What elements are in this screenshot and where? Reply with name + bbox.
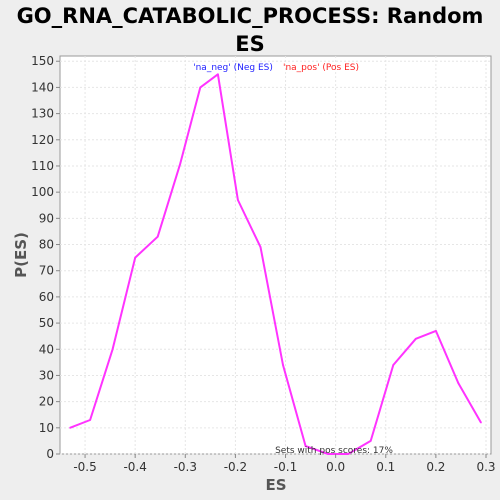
y-tick-label: 110 [31, 159, 54, 173]
y-tick-label: 140 [31, 80, 54, 94]
legend-neg: 'na_neg' (Neg ES) [193, 63, 273, 73]
data-point [457, 382, 460, 385]
data-point [199, 86, 202, 89]
data-point [179, 162, 182, 165]
es-distribution-line [69, 73, 482, 455]
x-tick-label: -0.3 [174, 460, 197, 474]
data-point [259, 246, 262, 248]
data-point [435, 330, 437, 332]
legend-pos: 'na_pos' (Pos ES) [283, 63, 359, 73]
data-point [69, 427, 71, 429]
chart-title-line1: GO_RNA_CATABOLIC_PROCESS: Random ES [16, 4, 484, 56]
y-tick-label: 150 [31, 54, 54, 68]
series-layer [69, 73, 482, 455]
y-tick-label: 130 [31, 107, 54, 121]
data-point [237, 199, 239, 201]
data-point [156, 235, 159, 238]
y-tick-label: 90 [39, 211, 54, 225]
data-point [111, 348, 114, 351]
data-point [217, 73, 219, 76]
x-tick-label: -0.1 [274, 460, 297, 474]
y-tick-label: 120 [31, 133, 54, 147]
data-point [304, 445, 307, 447]
y-tick-label: 80 [39, 238, 54, 252]
data-point [415, 337, 417, 340]
plot-area [59, 55, 492, 455]
data-point [480, 421, 482, 424]
x-axis-ticks: -0.5 -0.4 -0.3 -0.2 -0.1 0.0 0.1 0.2 0.3 [73, 454, 496, 474]
data-point [282, 364, 284, 366]
data-point [369, 440, 372, 442]
x-tick-label: 0.2 [426, 460, 445, 474]
x-tick-label: 0.3 [476, 460, 495, 474]
y-tick-label: 10 [39, 421, 54, 435]
y-tick-label: 100 [31, 185, 54, 199]
y-axis-ticks: 0 10 20 30 40 50 60 70 80 90 100 110 120 130 140 150 [31, 54, 60, 461]
y-tick-label: 50 [39, 316, 54, 330]
x-tick-label: -0.5 [73, 460, 96, 474]
pos-scores-note: Sets with pos scores: 17% [275, 446, 393, 456]
y-tick-label: 0 [46, 447, 54, 461]
data-point [134, 256, 136, 259]
y-tick-label: 20 [39, 395, 54, 409]
data-point [89, 419, 91, 421]
x-axis-label: ES [265, 476, 286, 494]
y-tick-label: 70 [39, 264, 54, 278]
data-point [347, 453, 349, 455]
x-tick-label: -0.4 [123, 460, 146, 474]
x-tick-label: -0.2 [224, 460, 247, 474]
data-point [327, 453, 329, 455]
y-tick-label: 40 [39, 342, 54, 356]
x-tick-label: 0.1 [376, 460, 395, 474]
y-tick-label: 30 [39, 368, 54, 382]
y-tick-label: 60 [39, 290, 54, 304]
y-axis-label: P(ES) [12, 232, 30, 278]
data-point [392, 364, 395, 366]
x-tick-label: 0.0 [326, 460, 345, 474]
